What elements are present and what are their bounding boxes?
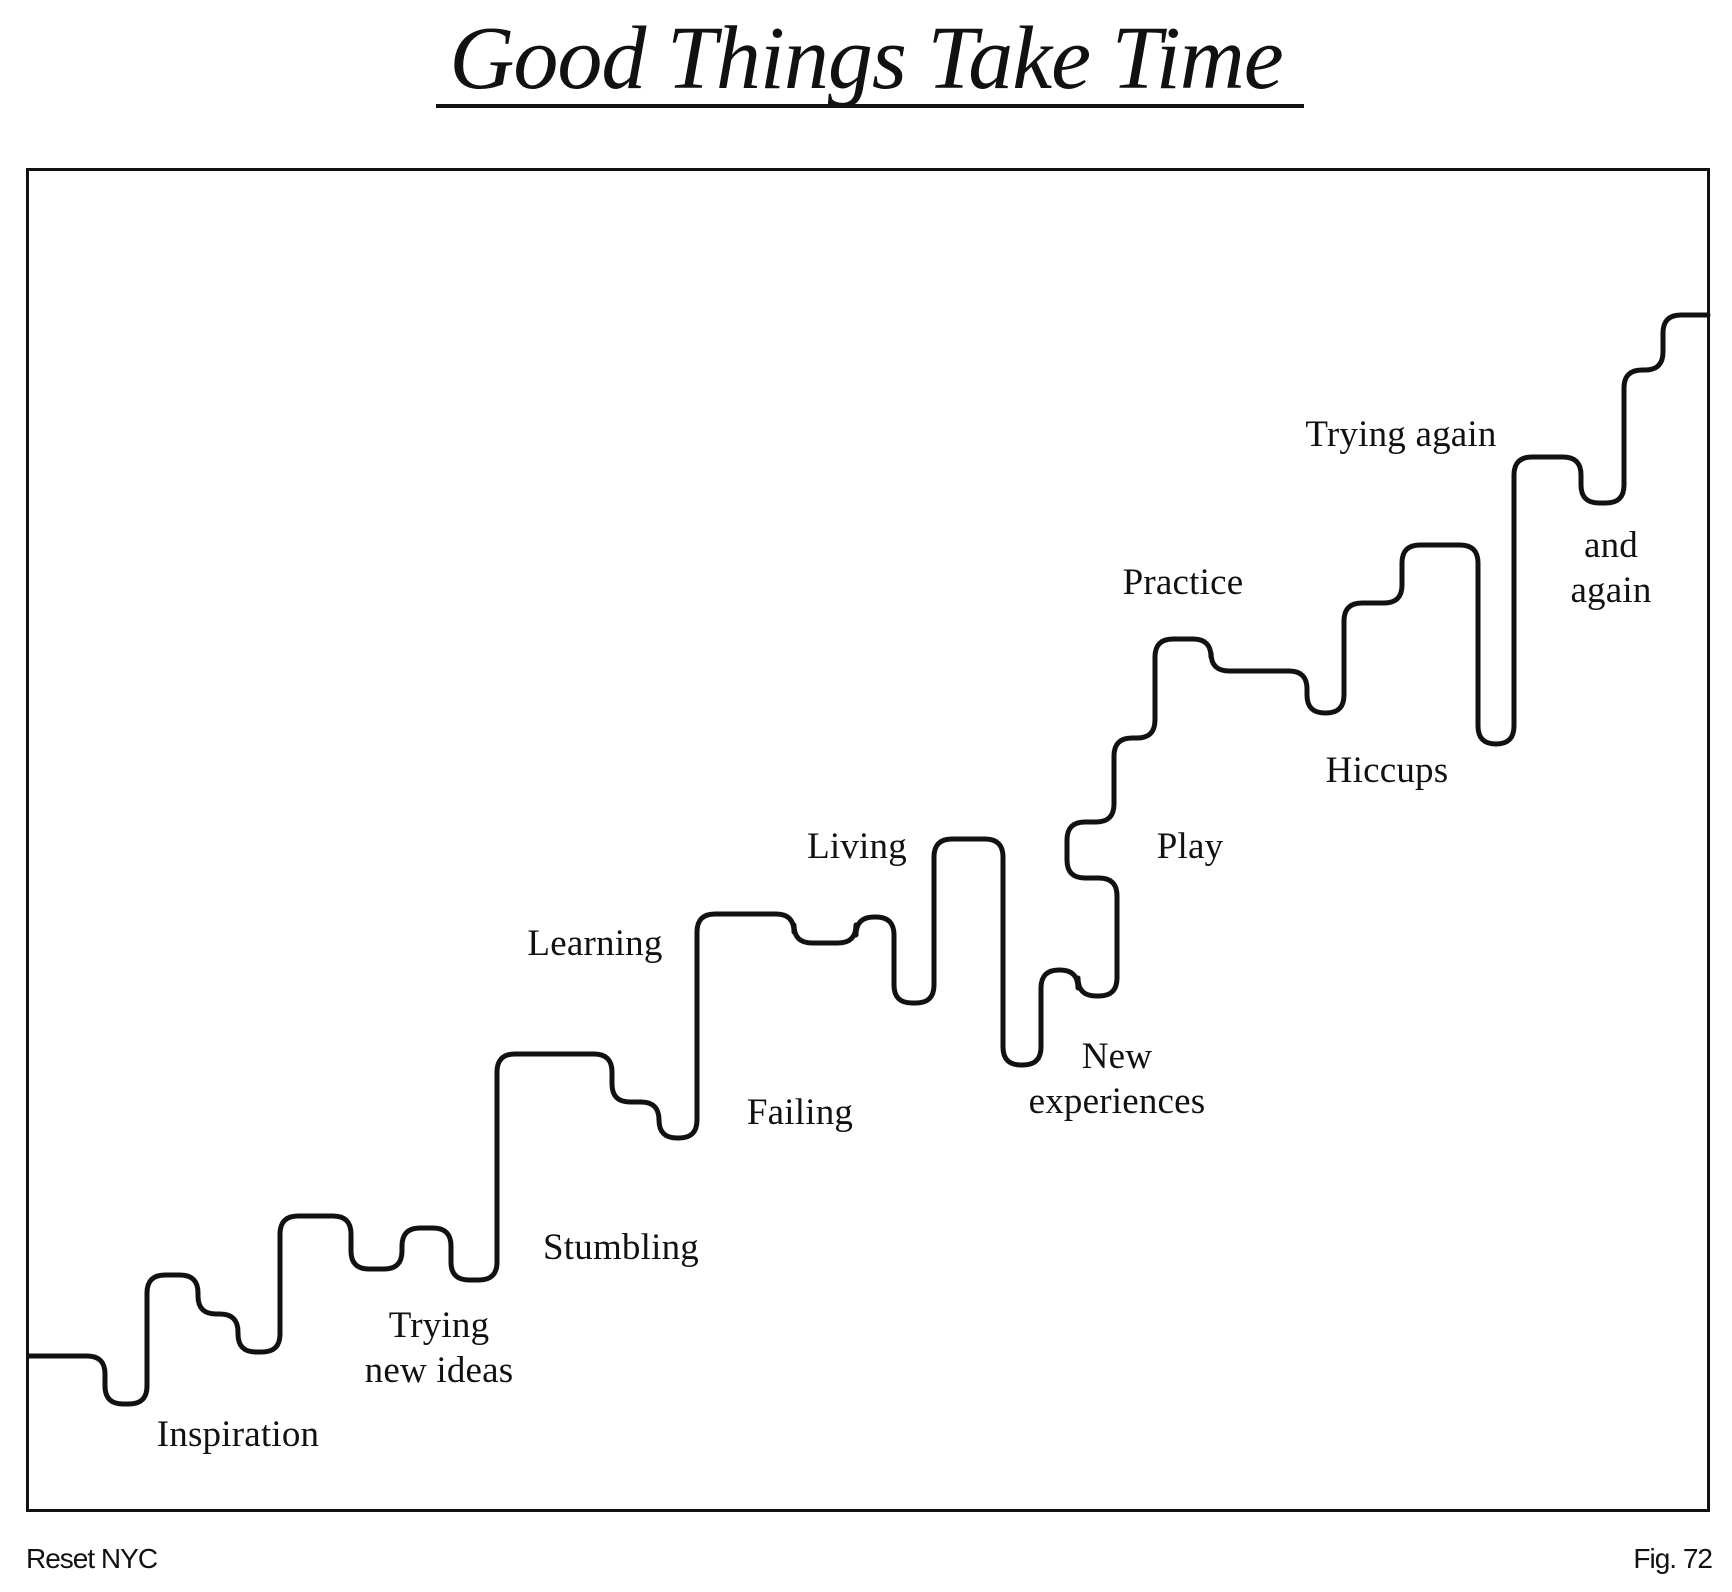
- stage-label-trying-again: Trying again: [1305, 414, 1497, 455]
- stage-label-trying-new-ideas: Trying new ideas: [364, 1305, 514, 1391]
- stage-label-new-experiences: New experiences: [1028, 1036, 1206, 1122]
- stage-label-hiccups: Hiccups: [1325, 750, 1449, 791]
- stage-label-stumbling: Stumbling: [543, 1227, 699, 1268]
- stage-label-inspiration: Inspiration: [156, 1414, 320, 1455]
- diagram-title: Good Things Take Time: [449, 9, 1283, 108]
- stage-label-living: Living: [807, 826, 907, 867]
- footer-credit: Reset NYC: [26, 1543, 158, 1574]
- stage-label-and-again: and again: [1570, 525, 1652, 611]
- diagram-frame: [26, 168, 1710, 1512]
- stage-label-failing: Failing: [746, 1092, 854, 1133]
- figure-number: Fig. 72: [1633, 1543, 1713, 1574]
- stage-label-practice: Practice: [1122, 562, 1244, 603]
- stage-label-learning: Learning: [527, 923, 663, 964]
- title-underline: [436, 104, 1304, 108]
- stage-label-play: Play: [1156, 826, 1224, 867]
